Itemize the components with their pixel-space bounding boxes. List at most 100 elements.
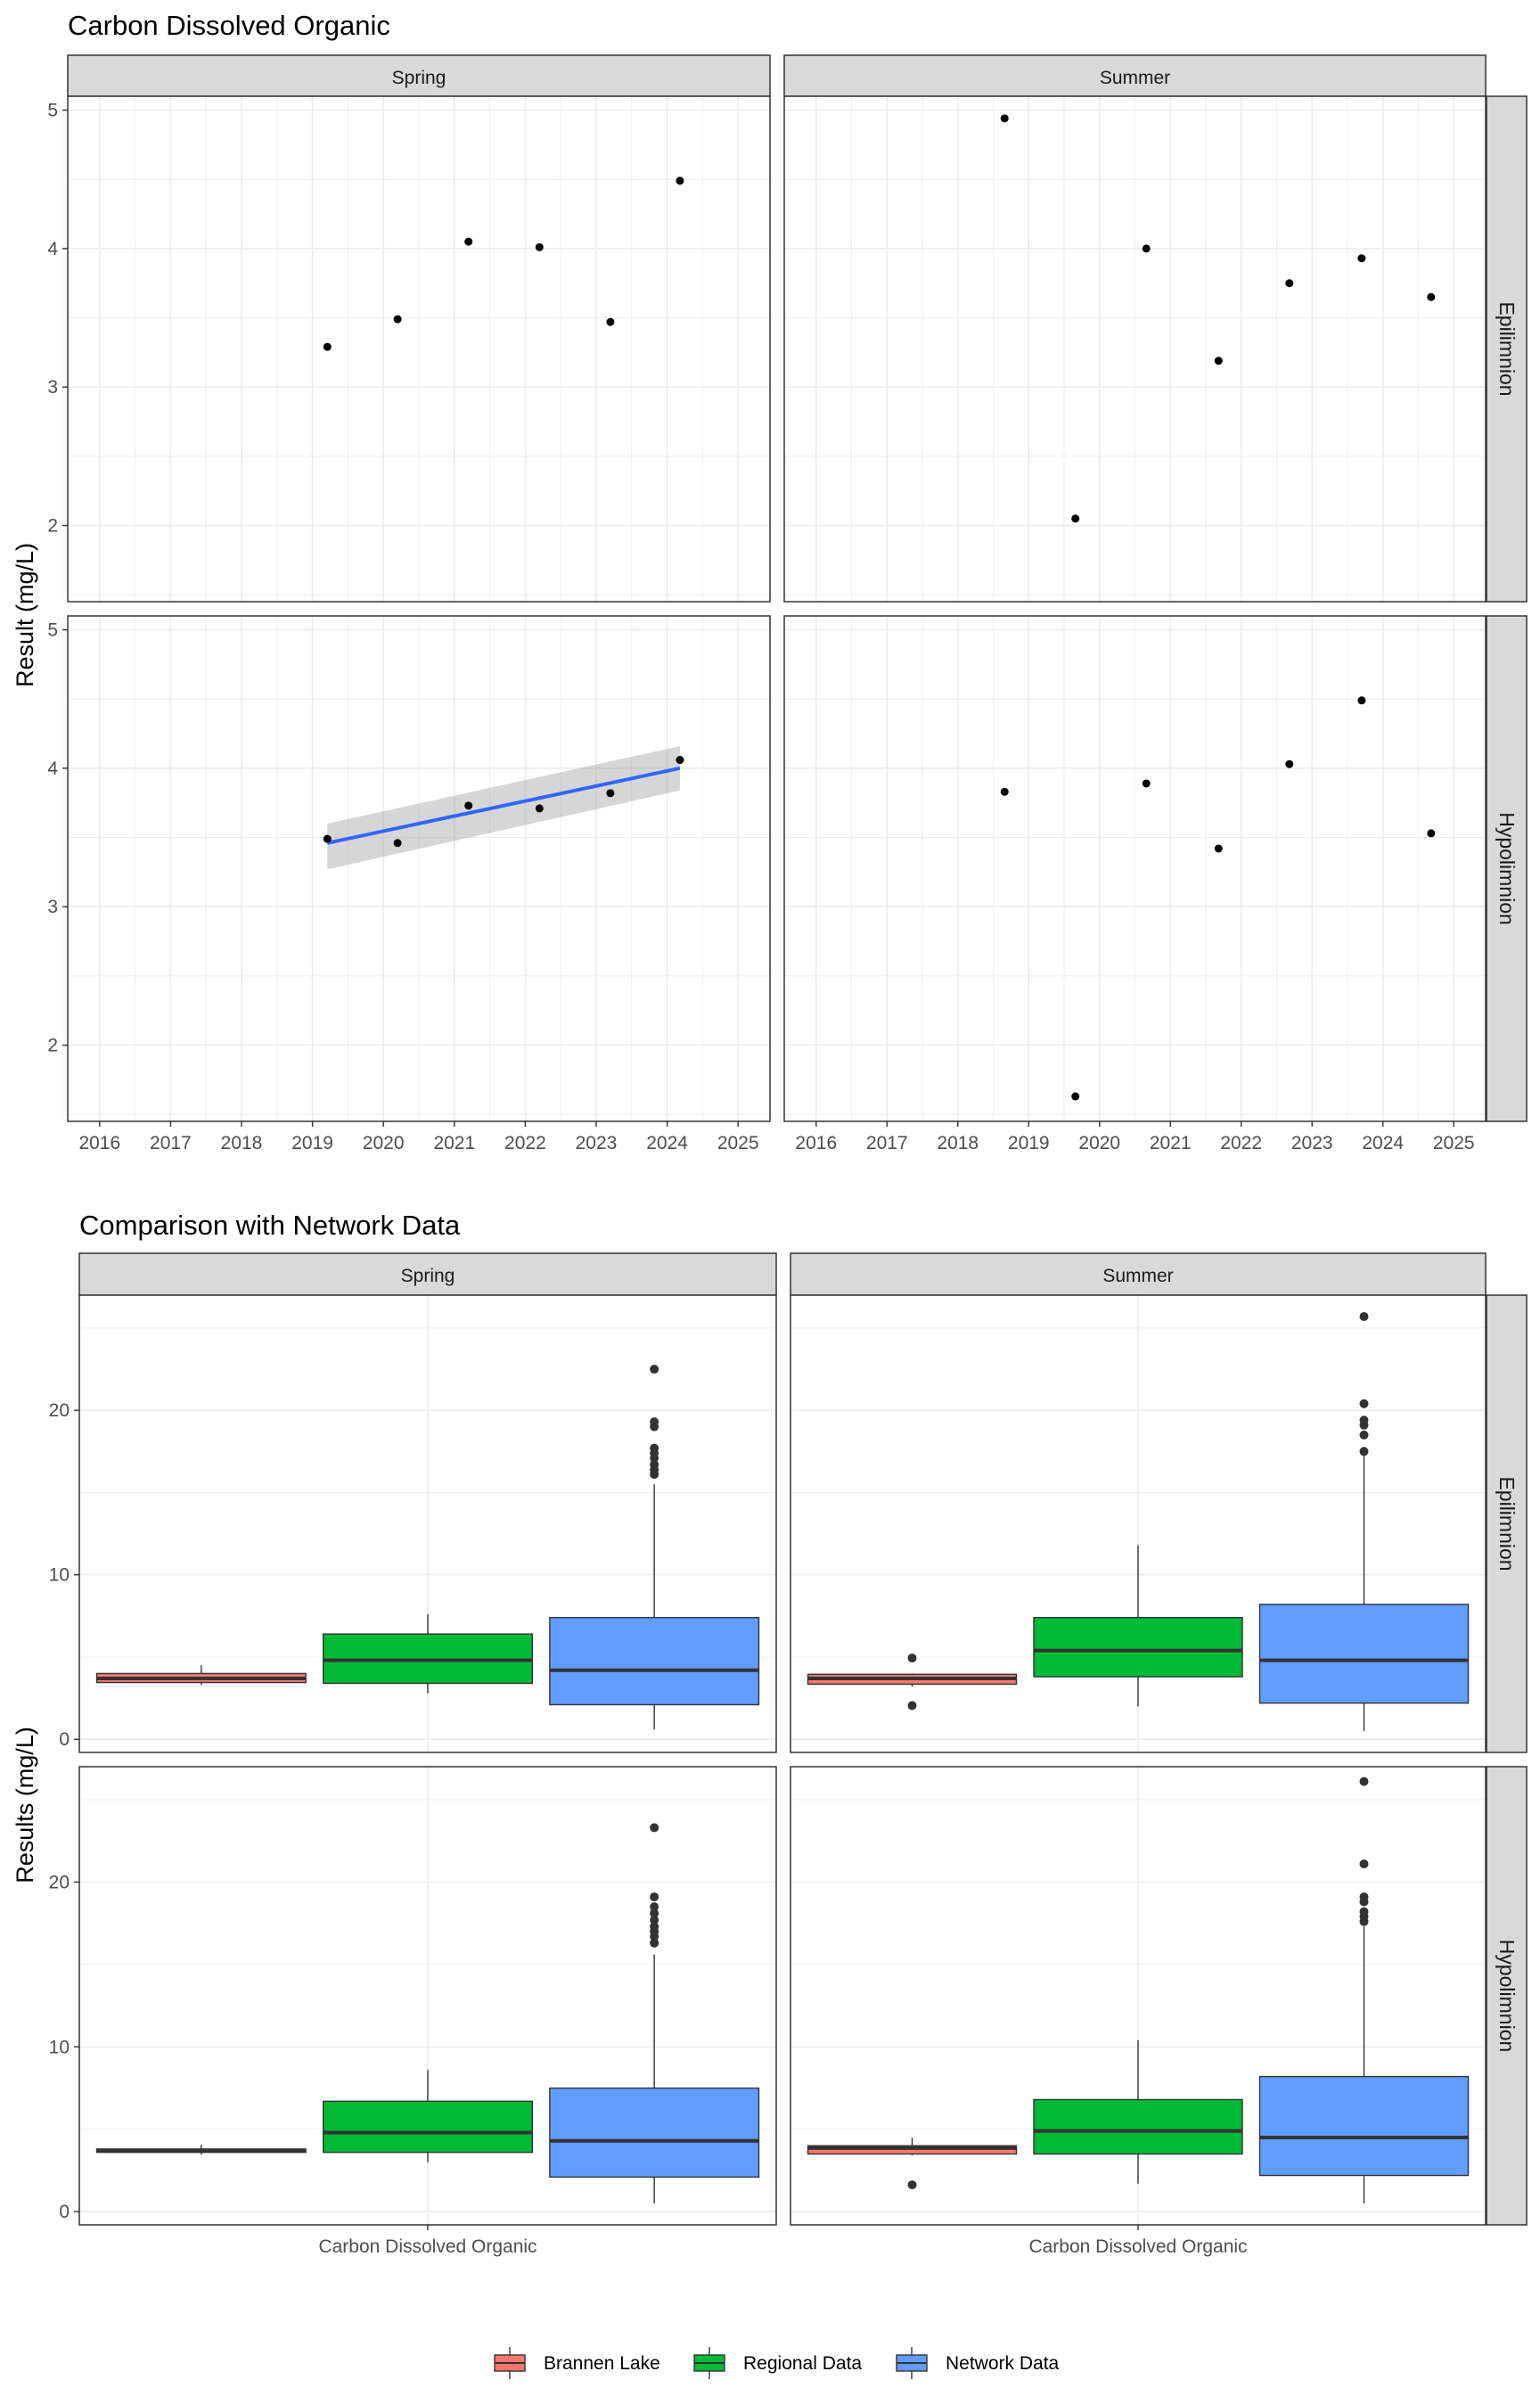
facet-strip-bg — [783, 54, 1487, 97]
box-iqr — [549, 1616, 760, 1706]
data-point — [1071, 1092, 1080, 1101]
outlier-point — [1359, 1399, 1369, 1408]
y-tick-label: 0 — [59, 2202, 70, 2222]
outlier-point — [650, 1365, 659, 1374]
outlier-point — [907, 1653, 917, 1663]
panel-summer-epilimnion — [780, 95, 1487, 603]
x-tick-label: 2021 — [1150, 1133, 1192, 1153]
panel-summer-epilimnion — [790, 1294, 1487, 1753]
box-y-axis-title: Results (mg/L) — [12, 1727, 38, 1883]
x-tick-label: 2016 — [78, 1133, 120, 1153]
facet-strip-hypolimnion: Hypolimnion — [1486, 1766, 1528, 2226]
data-point — [1071, 514, 1080, 523]
legend-item-regional-data: Regional Data — [693, 2347, 862, 2379]
data-point — [606, 789, 615, 798]
y-tick-label: 2 — [47, 516, 58, 537]
data-point — [676, 756, 684, 765]
outlier-point — [650, 1417, 659, 1427]
legend-item-brannen-lake: Brannen Lake — [494, 2347, 660, 2379]
box-iqr — [1258, 1604, 1470, 1704]
data-point — [464, 237, 473, 246]
facet-strip-label: Summer — [1100, 68, 1170, 88]
facet-strip-bg — [67, 54, 771, 97]
panel-border — [78, 1294, 777, 1753]
facet-strip-label: Spring — [401, 1266, 455, 1286]
x-tick-label: 2016 — [795, 1133, 837, 1153]
data-point — [393, 315, 402, 324]
outlier-point — [650, 1908, 659, 1918]
data-point — [676, 176, 684, 185]
facet-strip-bg — [790, 1252, 1487, 1296]
outlier-point — [1359, 1430, 1369, 1440]
data-point — [1357, 254, 1366, 263]
data-point — [1285, 759, 1294, 768]
box-network-data — [549, 1823, 760, 2203]
outlier-point — [1359, 1447, 1369, 1456]
y-tick-label: 2 — [47, 1036, 58, 1056]
outlier-point — [1359, 1907, 1369, 1916]
panel-border — [783, 95, 1487, 603]
data-point — [1427, 292, 1436, 301]
box-regional-data — [323, 2070, 534, 2162]
x-tick-label: 2020 — [1078, 1133, 1120, 1153]
data-point — [323, 342, 332, 351]
data-point — [464, 801, 473, 810]
facet-strip-bg — [1486, 95, 1528, 603]
outlier-point — [650, 1938, 659, 1948]
x-tick-label: Carbon Dissolved Organic — [318, 2236, 537, 2257]
facet-strip-bg — [1486, 615, 1528, 1122]
box-regional-data — [323, 1613, 534, 1694]
data-point — [535, 804, 544, 813]
box-iqr — [1258, 2075, 1470, 2177]
x-tick-label: 2022 — [504, 1133, 546, 1153]
data-point — [1142, 779, 1151, 788]
facet-strip-label: Hypolimnion — [1495, 1940, 1519, 2053]
data-point — [535, 242, 544, 251]
data-point — [1357, 696, 1366, 705]
y-tick-label: 4 — [47, 759, 58, 779]
legend-label: Regional Data — [743, 2353, 862, 2374]
box-regional-data — [1033, 1545, 1243, 1707]
y-tick-label: 10 — [49, 1565, 70, 1586]
y-tick-label: 20 — [49, 1872, 70, 1892]
facet-strip-spring: Spring — [78, 1252, 777, 1296]
box-network-data — [549, 1365, 760, 1730]
x-tick-label: 2018 — [221, 1133, 263, 1153]
panel-spring-hypolimnion: 2 3 4 5 2016 2017 2018 2019 2020 2021 2022 2023 2024… — [47, 615, 771, 1153]
facet-strip-label: Epilimnion — [1495, 1476, 1519, 1571]
box-iqr — [549, 2087, 760, 2179]
box-iqr — [1033, 1616, 1243, 1678]
facet-strip-label: Spring — [392, 68, 446, 88]
y-tick-label: 3 — [47, 897, 58, 917]
scatter-chart-title: Carbon Dissolved Organic — [68, 10, 390, 41]
x-tick-label: 2019 — [291, 1133, 333, 1153]
facet-strip-label: Hypolimnion — [1495, 812, 1519, 925]
x-tick-label: 2017 — [866, 1133, 908, 1153]
box-network-data — [1258, 1311, 1470, 1732]
x-tick-label: 2020 — [363, 1133, 405, 1153]
outlier-point — [1359, 1311, 1369, 1321]
panel-border — [67, 615, 771, 1122]
x-tick-label: 2025 — [717, 1133, 759, 1153]
panel-border — [790, 1294, 1487, 1753]
outlier-point — [650, 1915, 659, 1924]
x-tick-label: Carbon Dissolved Organic — [1028, 2236, 1247, 2257]
facet-strip-hypolimnion: Hypolimnion — [1486, 615, 1528, 1122]
box-brannen-lake — [807, 1653, 1018, 1711]
facet-strip-bg — [78, 1252, 777, 1296]
legend: Brannen Lake Regional Data Network Data — [494, 2347, 1060, 2379]
outlier-point — [650, 1902, 659, 1912]
data-point — [323, 834, 332, 843]
facet-strip-bg — [1486, 1294, 1528, 1753]
x-tick-label: 2019 — [1008, 1133, 1050, 1153]
box-brannen-lake — [95, 2145, 307, 2155]
scatter-y-axis-title: Result (mg/L) — [12, 543, 38, 687]
y-tick-label: 0 — [59, 1729, 70, 1750]
legend-item-network-data: Network Data — [896, 2347, 1060, 2379]
x-tick-label: 2024 — [646, 1133, 688, 1153]
data-point — [1214, 844, 1223, 853]
outlier-point — [907, 2180, 917, 2190]
outlier-point — [1359, 1776, 1369, 1786]
panel-spring-epilimnion: 2 3 4 5 — [47, 95, 771, 603]
